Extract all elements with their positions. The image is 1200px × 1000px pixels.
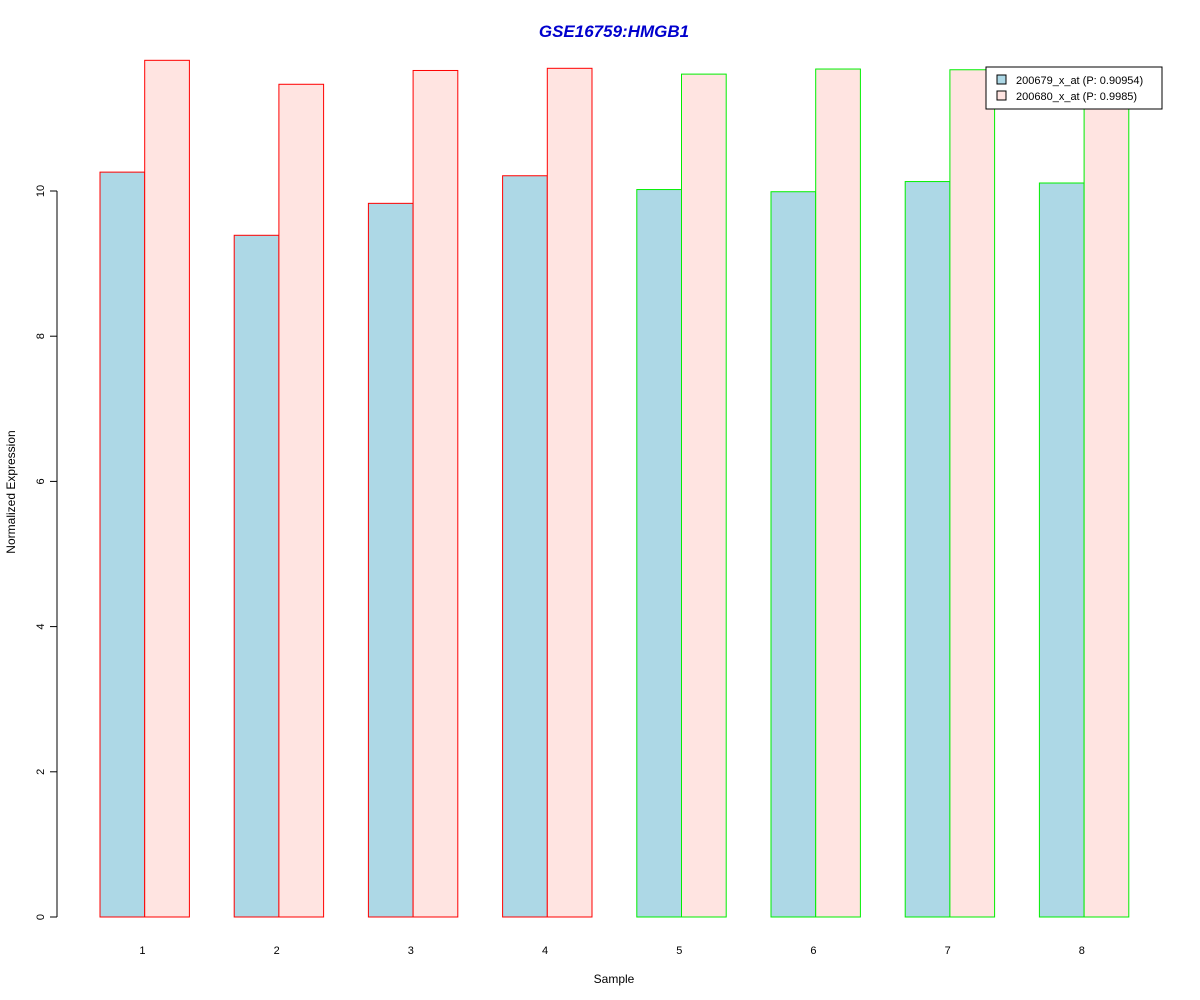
x-tick-label: 2 [274,945,280,957]
legend-label: 200680_x_at (P: 0.9985) [1016,91,1137,103]
bar-series-1-sample-6 [770,191,817,918]
bar-series-1-sample-7 [904,181,951,918]
bar-series-2-sample-7 [949,69,996,918]
bar-series-1-sample-4 [502,175,548,918]
legend-label: 200679_x_at (P: 0.90954) [1016,75,1143,87]
legend: 200679_x_at (P: 0.90954) 200680_x_at (P:… [985,66,1163,110]
y-tick-label: 4 [35,624,47,630]
y-axis: 0 2 4 6 8 10 [35,185,58,920]
x-tick-label: 3 [408,945,414,957]
bar-series-1-sample-8 [1038,182,1085,918]
y-tick-label: 6 [35,478,47,484]
bar-series-2-sample-3 [412,69,459,918]
bar-series-1-sample-5 [636,189,682,918]
bars [99,59,1130,918]
legend-box [985,66,1163,110]
y-tick-label: 0 [35,914,47,920]
y-axis-title: Normalized Expression [4,430,18,553]
bar-series-2-sample-5 [681,73,727,918]
x-tick-label: 7 [945,945,951,957]
bar-series-2-sample-6 [815,68,861,918]
bar-series-1-sample-3 [367,202,414,918]
legend-swatch [996,90,1007,101]
chart-title: GSE16759:HMGB1 [539,22,689,41]
bar-series-2-sample-4 [546,67,593,918]
x-tick-label: 5 [676,945,682,957]
y-tick-label: 8 [35,333,47,339]
x-axis: 1 2 3 4 5 6 7 8 [139,945,1085,957]
legend-swatch [996,74,1007,85]
bar-series-2-sample-1 [144,59,190,918]
bar-series-2-sample-8 [1083,81,1130,918]
bar-series-1-sample-2 [233,234,280,918]
x-tick-label: 6 [810,945,816,957]
y-tick-label: 10 [35,185,47,197]
bar-series-2-sample-2 [278,83,325,918]
x-tick-label: 1 [139,945,145,957]
x-axis-title: Sample [594,972,635,986]
x-tick-label: 8 [1079,945,1085,957]
x-tick-label: 4 [542,945,548,957]
bar-series-1-sample-1 [99,171,146,918]
y-tick-label: 2 [35,769,47,775]
